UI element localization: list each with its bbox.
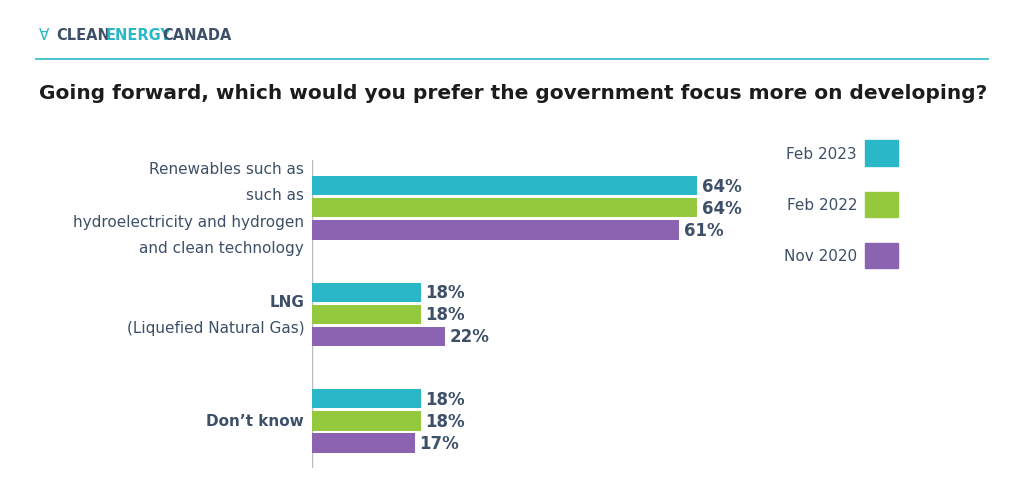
Text: 18%: 18% [425,284,465,302]
Text: (Liquefied Natural Gas): (Liquefied Natural Gas) [127,321,304,335]
Text: Nov 2020: Nov 2020 [784,249,857,264]
Bar [312,199,697,218]
Text: Don’t know: Don’t know [207,414,304,428]
Text: CANADA: CANADA [162,28,231,42]
Text: 64%: 64% [702,178,742,195]
Text: hydroelectricity and hydrogen: hydroelectricity and hydrogen [73,214,304,229]
Bar [312,177,697,196]
Text: 18%: 18% [425,390,465,408]
Text: 17%: 17% [420,434,459,452]
Text: CLEAN: CLEAN [56,28,111,42]
Text: 18%: 18% [425,412,465,430]
Bar [312,411,421,430]
Text: Ɐ: Ɐ [39,28,49,42]
Bar [312,221,679,240]
Text: 22%: 22% [450,328,489,346]
Text: LNG: LNG [269,294,304,309]
Bar [312,327,444,346]
Text: 61%: 61% [684,222,724,240]
Text: such as: such as [246,188,304,203]
Text: and clean technology: and clean technology [139,241,304,255]
Text: ENERGY: ENERGY [105,28,171,42]
Bar [312,305,421,325]
Text: Renewables such as: Renewables such as [150,162,304,176]
Bar [312,389,421,408]
Bar [312,283,421,302]
Text: Feb 2023: Feb 2023 [786,146,857,161]
Text: 18%: 18% [425,306,465,324]
Text: Feb 2022: Feb 2022 [786,198,857,212]
Bar [312,433,415,453]
Text: Going forward, which would you prefer the government focus more on developing?: Going forward, which would you prefer th… [39,84,987,103]
Text: 64%: 64% [702,200,742,218]
